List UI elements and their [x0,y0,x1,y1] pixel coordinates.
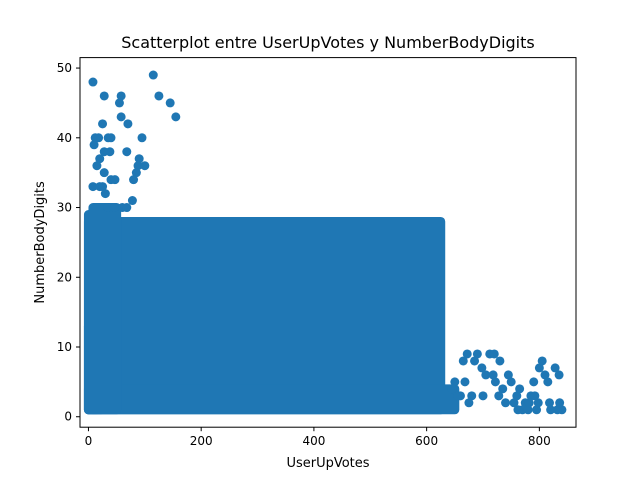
data-point-38 [109,203,119,213]
data-point-33 [100,189,110,199]
data-point-3 [116,91,126,101]
data-point-24 [140,161,150,171]
data-point-27 [129,175,139,185]
dense-regions [83,203,460,415]
data-points [88,70,567,415]
data-point-15 [137,133,147,143]
data-point-56 [515,384,525,394]
y-tick-label: 20 [57,270,72,284]
data-point-83 [555,398,565,408]
data-point-42 [467,391,477,401]
data-point-7 [171,112,181,122]
data-point-16 [89,140,99,150]
data-point-36 [122,203,132,213]
data-point-74 [488,370,498,380]
x-tick-label: 600 [415,434,438,448]
y-axis-ticks: 0 10 20 30 40 50 [57,61,80,424]
data-point-46 [481,370,491,380]
data-point-21 [95,154,105,164]
data-point-41 [462,349,472,359]
y-axis-label: NumberBodyDigits [33,181,48,304]
data-point-61 [529,377,539,387]
y-tick-label: 0 [64,410,72,424]
chart-title: Scatterplot entre UserUpVotes y NumberBo… [121,33,534,52]
data-point-19 [122,147,132,157]
data-point-13 [94,133,104,143]
y-tick-label: 50 [57,61,72,75]
data-point-73 [478,391,488,401]
data-point-10 [98,119,108,129]
data-point-23 [133,161,143,171]
data-point-0 [88,77,98,87]
y-tick-label: 40 [57,131,72,145]
data-point-53 [506,377,516,387]
data-point-8 [116,112,126,122]
data-point-30 [88,182,98,192]
data-point-77 [513,405,523,415]
data-point-72 [464,398,474,408]
plot-frame [79,57,577,428]
data-point-78 [524,398,534,408]
x-axis-ticks: 0 200 400 600 800 [85,427,551,448]
y-tick-label: 10 [57,340,72,354]
data-point-84 [450,377,460,387]
data-point-71 [460,377,470,387]
data-point-63 [534,363,544,373]
data-point-62 [532,405,542,415]
data-point-82 [552,405,562,415]
data-point-45 [477,363,487,373]
data-point-67 [546,405,556,415]
dense-region-4 [88,203,122,415]
data-point-68 [550,363,560,373]
data-point-25 [131,168,141,178]
data-point-79 [530,391,540,401]
x-tick-label: 800 [528,434,551,448]
data-point-2 [99,91,109,101]
data-point-34 [127,196,137,206]
data-point-9 [123,119,133,129]
data-point-6 [165,98,175,108]
x-tick-label: 400 [302,434,325,448]
data-point-22 [92,161,102,171]
data-point-48 [489,349,499,359]
data-point-86 [447,384,457,394]
dense-region-1 [83,384,460,415]
data-point-69 [554,370,564,380]
data-point-66 [543,377,553,387]
data-point-85 [453,391,463,401]
data-point-4 [114,98,124,108]
data-point-55 [512,391,522,401]
data-point-1 [148,70,158,80]
data-point-64 [537,356,547,366]
data-point-26 [99,168,109,178]
data-point-65 [540,370,550,380]
data-point-43 [470,356,480,366]
data-point-75 [494,391,504,401]
data-point-44 [472,349,482,359]
data-point-5 [154,91,164,101]
data-point-51 [498,384,508,394]
data-point-81 [545,398,555,408]
data-point-52 [503,370,513,380]
dense-region-0 [83,216,446,415]
data-point-20 [134,154,144,164]
data-point-80 [533,398,543,408]
x-tick-label: 200 [190,434,213,448]
data-point-76 [501,398,511,408]
x-tick-label: 0 [85,434,93,448]
data-point-14 [106,133,116,143]
data-point-54 [509,398,519,408]
data-point-37 [103,203,113,213]
data-point-32 [98,182,108,192]
data-point-50 [495,356,505,366]
data-point-40 [458,356,468,366]
data-point-59 [523,405,533,415]
data-point-29 [110,175,120,185]
y-tick-label: 30 [57,201,72,215]
x-axis-label: UserUpVotes [286,456,369,471]
data-point-49 [490,377,500,387]
plot-clip-group [83,70,567,415]
data-point-18 [105,147,115,157]
